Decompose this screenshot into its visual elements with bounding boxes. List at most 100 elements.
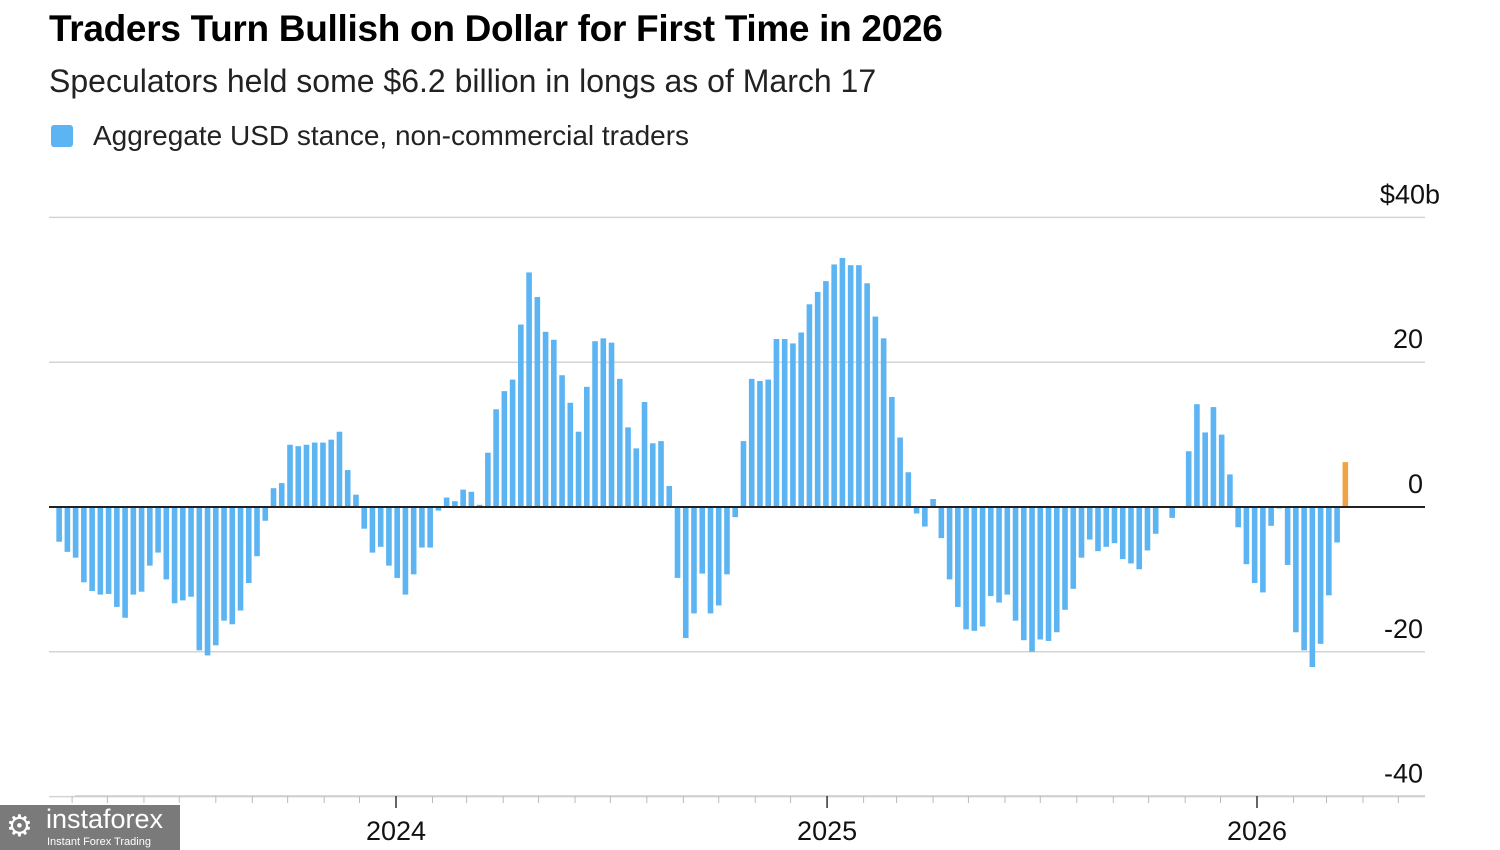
bar [988, 507, 994, 597]
bar [1152, 507, 1159, 534]
bar [765, 379, 771, 507]
bar [254, 507, 260, 557]
bar [674, 507, 681, 578]
bar [1045, 507, 1052, 641]
bar [641, 402, 648, 507]
bar [897, 437, 903, 507]
bar [435, 507, 442, 511]
bar [1095, 507, 1101, 552]
bar [1235, 507, 1241, 528]
bar [1301, 507, 1307, 651]
bar [699, 507, 706, 574]
bar [122, 507, 128, 618]
bar [1020, 507, 1027, 641]
bar [567, 402, 574, 507]
bar [682, 507, 689, 639]
bar [460, 489, 466, 507]
y-tick-label: -20 [1384, 614, 1423, 644]
bar [971, 507, 978, 631]
bar [361, 507, 367, 529]
bar [946, 507, 953, 580]
bar [97, 507, 104, 595]
bar [1202, 432, 1208, 507]
chart-title: Traders Turn Bullish on Dollar for First… [49, 8, 943, 49]
bar [204, 507, 211, 656]
bar [781, 339, 788, 507]
bar [584, 386, 590, 507]
bar [996, 507, 1002, 603]
bar [270, 488, 277, 507]
bar [542, 331, 549, 507]
bar [1103, 507, 1110, 547]
bar [493, 409, 499, 507]
bar [1144, 507, 1151, 551]
bar [89, 507, 95, 591]
bar [1111, 507, 1118, 544]
bar [262, 507, 269, 521]
y-tick-label: $40b [1380, 179, 1440, 209]
gear-logo-icon: ⚙ [6, 810, 33, 843]
bar [600, 338, 607, 507]
bar [419, 507, 425, 548]
bar [320, 442, 326, 507]
bar [1169, 507, 1175, 518]
bar [1218, 434, 1225, 507]
bar [691, 507, 697, 614]
bar [344, 470, 351, 507]
bar [773, 339, 780, 507]
bar [1078, 507, 1085, 558]
bar [575, 431, 582, 507]
bar [1029, 507, 1035, 652]
bar [930, 499, 936, 507]
bar [625, 427, 631, 507]
bar [889, 396, 895, 507]
bar [872, 316, 879, 507]
bar [1194, 404, 1200, 507]
bar [105, 507, 112, 594]
bar [814, 291, 821, 507]
bar [1260, 507, 1266, 593]
bar [1293, 507, 1299, 633]
bar [1334, 507, 1340, 543]
bar [377, 507, 384, 547]
bar [163, 507, 170, 580]
legend: Aggregate USD stance, non-commercial tra… [51, 120, 689, 152]
bar [806, 304, 813, 507]
bar [328, 439, 335, 507]
bar [715, 507, 722, 606]
watermark-name: instaforex [46, 804, 164, 834]
bar [1326, 507, 1332, 596]
bar [938, 507, 945, 539]
bar [551, 339, 557, 507]
bar [155, 507, 161, 553]
bar [724, 507, 730, 575]
bar [732, 507, 739, 518]
bar [278, 483, 285, 507]
bar [1037, 507, 1044, 640]
bar [452, 501, 458, 507]
legend-swatch [51, 125, 73, 147]
instaforex-watermark: ⚙ instaforex Instant Forex Trading [0, 805, 180, 850]
bar [963, 507, 969, 630]
bar [468, 491, 475, 507]
bar [913, 507, 920, 514]
bar [1268, 507, 1274, 526]
bar [740, 441, 747, 507]
bar [56, 507, 62, 542]
bar [138, 507, 145, 592]
bar [1012, 507, 1019, 621]
bar [229, 507, 236, 625]
bar [386, 507, 392, 566]
bar [130, 507, 137, 595]
bar [336, 431, 343, 507]
bar [1185, 451, 1192, 507]
y-tick-label: 0 [1408, 469, 1423, 499]
bar [180, 507, 186, 601]
bar [1210, 407, 1217, 507]
bar [1284, 507, 1291, 565]
bar [188, 507, 194, 597]
chart-subtitle: Speculators held some $6.2 billion in lo… [49, 63, 877, 99]
bar [311, 442, 318, 507]
bar [1251, 507, 1258, 584]
